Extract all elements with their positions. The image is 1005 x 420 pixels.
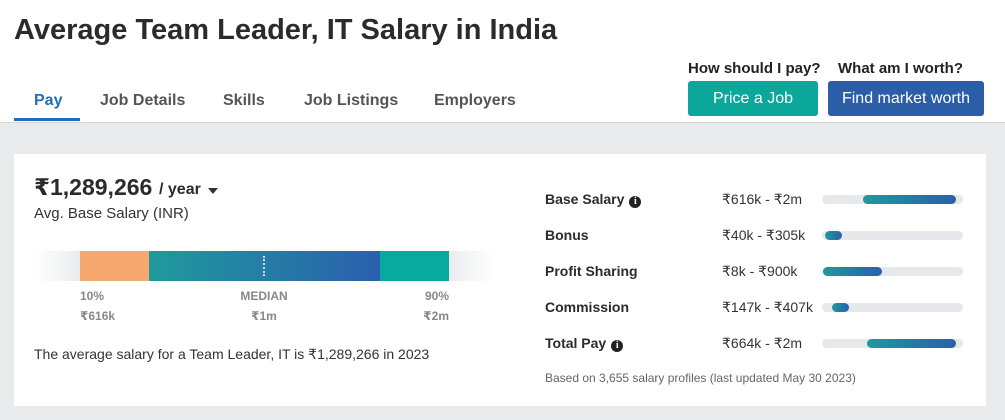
percentile-label: MEDIAN (240, 289, 288, 303)
median-marker (263, 256, 265, 276)
tab[interactable]: Job Details (100, 92, 186, 109)
range-name: Bonus (545, 227, 589, 243)
range-name: Total Pay i (545, 335, 624, 352)
prompt: How should I pay? (688, 60, 821, 77)
period-selector[interactable]: / year (159, 181, 201, 198)
price-job-button[interactable]: Price a Job (688, 81, 818, 116)
percentile-value: ₹616k (80, 309, 116, 323)
range-text: ₹8k - ₹900k (722, 263, 798, 279)
percentile-label: 90% (424, 289, 449, 303)
range-track (822, 231, 963, 240)
range-text: ₹616k - ₹2m (722, 191, 803, 207)
range-bar (831, 303, 850, 312)
divider (0, 122, 1005, 123)
percentile-value: ₹2m (423, 309, 449, 323)
range-bar (824, 231, 843, 240)
percentile-bar (34, 251, 494, 281)
salary-caption: Avg. Base Salary (INR) (34, 205, 189, 222)
range-name-text: Profit Sharing (545, 263, 638, 279)
info-icon[interactable]: i (611, 340, 624, 352)
range-name-text: Commission (545, 299, 630, 315)
range-name-text: Bonus (545, 227, 589, 243)
market-worth-button[interactable]: Find market worth (828, 81, 984, 116)
range-name-text: Total Pay (545, 335, 607, 351)
range-text: ₹664k - ₹2m (722, 335, 803, 351)
range-bar (863, 195, 957, 204)
range-text: ₹147k - ₹407k (722, 299, 813, 315)
range-track (822, 339, 963, 348)
range-name: Base Salary i (545, 191, 642, 208)
dropdown-caret[interactable] (208, 188, 218, 194)
footnote: Based on 3,655 salary profiles (last upd… (545, 371, 856, 385)
tab[interactable]: Job Listings (304, 92, 399, 109)
range-name: Commission (545, 299, 629, 315)
active-tab-indicator (14, 118, 80, 121)
tab[interactable]: Skills (223, 92, 265, 109)
tab[interactable]: Employers (434, 92, 516, 109)
summary-sentence: The average salary for a Team Leader, IT… (34, 346, 430, 362)
low-segment (80, 251, 149, 281)
prompt: What am I worth? (838, 60, 963, 77)
tab[interactable]: Pay (34, 92, 63, 109)
range-text: ₹40k - ₹305k (722, 227, 806, 243)
percentile-value: ₹1m (251, 309, 277, 323)
range-name: Profit Sharing (545, 263, 638, 279)
range-track (822, 195, 963, 204)
range-track (822, 267, 963, 276)
range-name-text: Base Salary (545, 191, 625, 207)
percentile-label: 10% (80, 289, 105, 303)
range-track (822, 303, 963, 312)
range-bar (822, 267, 883, 276)
high-segment (380, 251, 449, 281)
range-bar (866, 339, 957, 348)
page-title: Average Team Leader, IT Salary in India (14, 14, 558, 46)
salary: ₹1,289,266 (34, 174, 153, 200)
info-icon[interactable]: i (629, 196, 642, 208)
